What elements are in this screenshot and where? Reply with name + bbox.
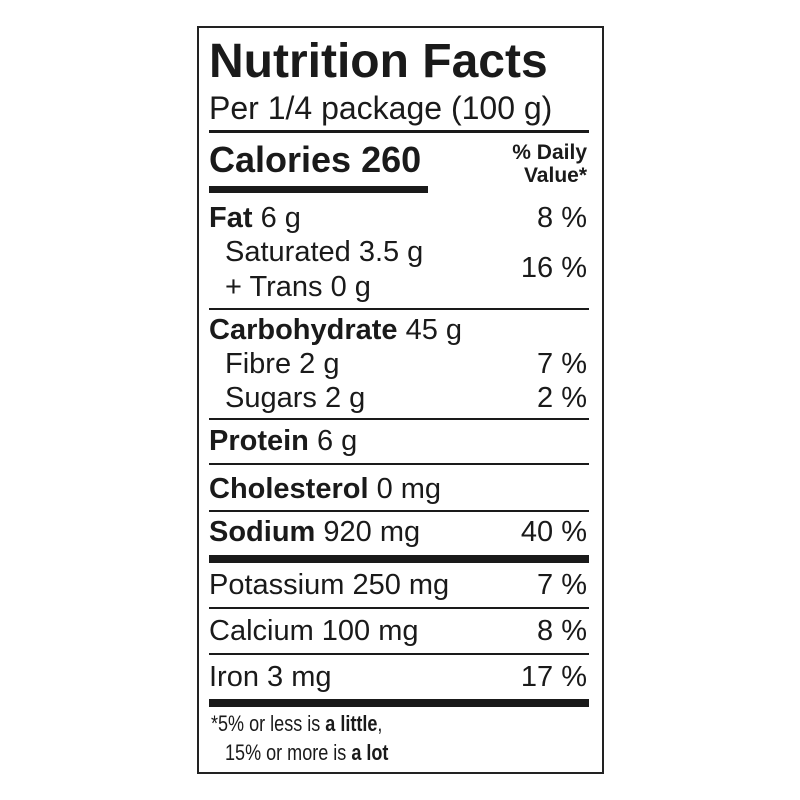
potassium-row: Potassium 250 mg xyxy=(209,569,450,601)
sodium-row: Sodium 920 mg xyxy=(209,512,420,552)
footnote-bold: a lot xyxy=(351,740,389,765)
sodium-label: Sodium xyxy=(209,516,316,548)
calcium-row: Calcium 100 mg xyxy=(209,615,419,647)
footnote-text: 15% or more is xyxy=(225,740,352,765)
divider xyxy=(209,130,589,133)
carbohydrate-label: Carbohydrate xyxy=(209,314,398,346)
protein-amount: 6 g xyxy=(316,425,358,457)
carbohydrate-amount: 45 g xyxy=(405,314,463,346)
saturated-trans-dv: 16 % xyxy=(520,252,587,284)
divider xyxy=(209,607,589,609)
trans-row: + Trans 0 g xyxy=(225,271,371,303)
footnote-line-1: *5% or less is a little, xyxy=(211,709,382,739)
footnote-text: *5% or less is xyxy=(211,711,326,736)
sugars-dv: 2 % xyxy=(537,382,587,414)
thick-divider xyxy=(209,555,589,563)
cholesterol-row: Cholesterol 0 mg xyxy=(209,469,441,509)
divider xyxy=(209,418,589,420)
sodium-amount: 920 mg xyxy=(323,516,421,548)
calories-label: Calories xyxy=(209,139,352,180)
footnote-text: , xyxy=(377,711,383,736)
protein-label: Protein xyxy=(209,425,309,457)
cholesterol-label: Cholesterol xyxy=(209,473,369,505)
fibre-row: Fibre 2 g xyxy=(225,348,340,380)
saturated-row: Saturated 3.5 g xyxy=(225,236,424,268)
iron-row: Iron 3 mg xyxy=(209,661,332,693)
iron-dv: 17 % xyxy=(520,661,587,693)
daily-value-header-1: % Daily xyxy=(512,141,587,164)
protein-row: Protein 6 g xyxy=(209,421,357,461)
cholesterol-amount: 0 mg xyxy=(376,473,442,505)
divider xyxy=(209,308,589,310)
thick-divider xyxy=(209,699,589,707)
serving-size: Per 1/4 package (100 g) xyxy=(209,90,553,126)
footnote-line-2: 15% or more is a lot xyxy=(225,738,388,768)
calories-bar xyxy=(209,186,428,193)
sugars-row: Sugars 2 g xyxy=(225,382,366,414)
sodium-dv: 40 % xyxy=(520,516,587,548)
divider xyxy=(209,653,589,655)
fat-row: Fat 6 g xyxy=(209,198,301,238)
divider xyxy=(209,510,589,512)
daily-value-header-2: Value* xyxy=(523,164,587,187)
calories: Calories 260 xyxy=(209,137,421,183)
fat-label: Fat xyxy=(209,202,253,234)
label-title: Nutrition Facts xyxy=(209,35,548,88)
fat-amount: 6 g xyxy=(260,202,301,234)
footnote-bold: a little xyxy=(325,711,378,736)
nutrition-facts-label xyxy=(197,26,604,774)
calories-value: 260 xyxy=(361,139,422,180)
carbohydrate-row: Carbohydrate 45 g xyxy=(209,310,462,350)
calcium-dv: 8 % xyxy=(537,615,587,647)
divider xyxy=(209,463,589,465)
potassium-dv: 7 % xyxy=(537,569,587,601)
fibre-dv: 7 % xyxy=(537,348,587,380)
fat-dv: 8 % xyxy=(537,202,587,234)
